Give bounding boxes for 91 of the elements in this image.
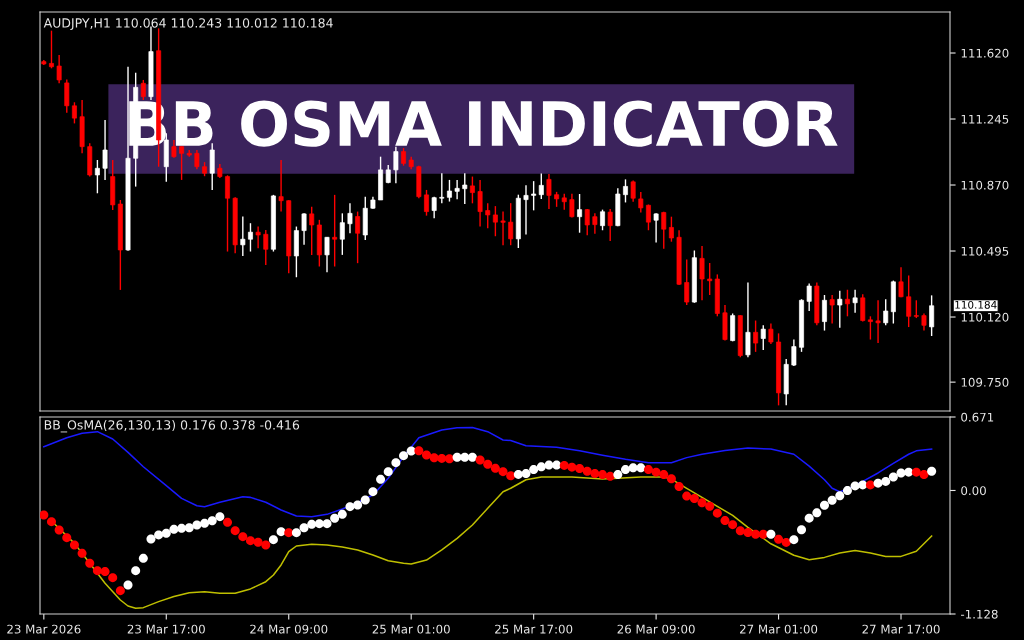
candlestick [462,172,468,205]
candlestick [753,319,759,353]
candlestick [477,179,483,228]
candlestick [240,215,246,257]
candlestick [531,180,537,212]
candlestick [638,191,644,214]
candlestick [324,236,330,274]
candlestick [179,145,185,181]
y-tick-label: -1.128 [960,609,998,619]
candlestick [546,173,552,210]
text: 110.184 [955,300,997,309]
candlestick [538,172,544,200]
candlestick [822,294,827,332]
y-tick-label: 111.245 [961,114,1009,124]
y-tick-label: 0.00 [961,486,986,496]
candlestick [301,212,307,246]
candlestick [906,274,912,328]
candlestick [508,202,514,246]
candlestick [248,222,253,253]
candlestick [699,245,705,301]
candlestick [929,294,935,337]
candlestick [584,208,590,236]
candlestick [653,212,659,244]
y-tick-label: 111.620 [961,48,1009,58]
candlestick [577,193,583,234]
candlestick [668,215,674,243]
candlestick [439,172,445,205]
candlestick [852,289,858,314]
candlestick [623,178,628,204]
candlestick [875,299,881,344]
y-tick-label: 109.750 [961,377,1009,387]
candlestick [393,145,399,184]
candlestick [806,282,812,312]
candlestick [492,205,498,237]
candlestick [94,159,100,194]
candlestick [278,159,284,213]
candlestick [194,149,200,170]
candlestick [829,294,835,325]
y-tick-label: 110.870 [961,180,1009,190]
candlestick [898,266,904,298]
candlestick [745,281,751,359]
candlestick [424,189,429,217]
candlestick [485,202,491,230]
candlestick [347,202,353,234]
candlestick [255,225,261,249]
candlestick [630,179,636,203]
y-tick-label: 0.671 [961,412,994,422]
candlestick [844,289,850,318]
candlestick [332,194,338,268]
candlestick [64,78,70,114]
candlestick [355,210,361,264]
candlestick [454,179,460,200]
x-tick-label: 23 Mar 17:00 [127,624,205,634]
candlestick [707,262,713,296]
candlestick [71,101,77,125]
x-tick-label: 25 Mar 01:00 [372,624,450,634]
candlestick [684,258,690,306]
candlestick [867,315,873,341]
candlestick [860,293,866,323]
candlestick [56,54,62,84]
chart-title: BB_OsMA(26,130,13) 0.176 0.378 -0.416 [44,419,300,433]
candlestick [500,210,506,246]
candlestick [523,184,529,236]
x-tick-label: 27 Mar 17:00 [862,624,940,634]
x-tick-label: 24 Mar 09:00 [250,624,328,634]
candlestick [607,208,613,242]
x-tick-label: 26 Mar 09:00 [617,624,695,634]
x-tick-label: 27 Mar 01:00 [740,624,818,634]
candlestick [883,298,889,326]
candlestick [140,79,146,101]
candlestick [600,208,605,231]
candlestick [768,322,774,345]
candlestick [760,324,766,351]
candlestick [49,29,54,70]
candlestick [661,211,667,250]
candlestick [837,290,843,329]
candlestick [263,229,269,266]
candlestick [225,174,230,253]
candlestick [791,338,797,367]
candlestick [339,212,345,256]
candlestick [469,175,475,205]
y-tick-label: 110.120 [961,312,1009,322]
candlestick [309,205,315,256]
candlestick [592,212,598,235]
candlestick [646,203,651,231]
candlestick [102,119,108,181]
candlestick [447,179,452,203]
y-tick-label: 110.495 [961,246,1009,256]
chart-title: AUDJPY,H1 110.064 110.243 110.012 110.184 [43,18,333,30]
x-tick-label: 23 Mar 2026 [7,624,81,634]
x-tick-label: 25 Mar 17:00 [495,624,573,634]
